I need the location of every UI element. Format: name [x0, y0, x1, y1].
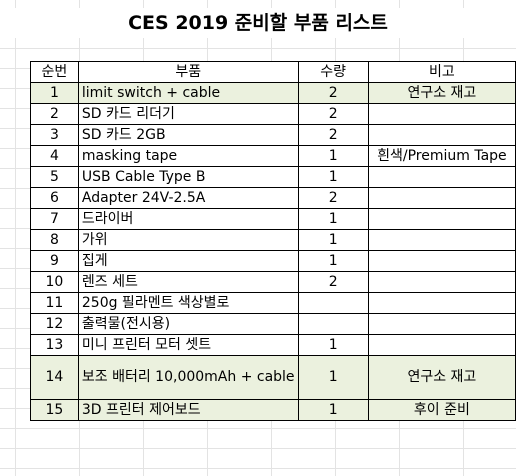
- table-row: 3 SD 카드 2GB 2: [30, 124, 516, 146]
- cell-qty[interactable]: 2: [297, 82, 369, 104]
- cell-item[interactable]: 출력물(전시용): [77, 313, 299, 335]
- table-row: 13 미니 프린터 모터 셋트 1: [30, 334, 516, 356]
- cell-item[interactable]: 250g 필라멘트 색상별로: [77, 292, 299, 314]
- cell-note[interactable]: [367, 187, 516, 209]
- cell-note[interactable]: [367, 292, 516, 314]
- table-row: 9 집게 1: [30, 250, 516, 272]
- cell-qty[interactable]: 1: [297, 334, 369, 356]
- cell-no[interactable]: 14: [30, 355, 79, 400]
- cell-item[interactable]: USB Cable Type B: [77, 166, 299, 188]
- cell-qty[interactable]: 2: [297, 271, 369, 293]
- cell-no[interactable]: 10: [30, 271, 79, 293]
- cell-item[interactable]: masking tape: [77, 145, 299, 167]
- table-row: 12 출력물(전시용): [30, 313, 516, 335]
- cell-note[interactable]: [367, 208, 516, 230]
- cell-qty[interactable]: 1: [297, 229, 369, 251]
- parts-table: 순번 부품 수량 비고 1 limit switch + cable 2 연구소…: [30, 61, 516, 421]
- header-no[interactable]: 순번: [30, 61, 79, 83]
- cell-note[interactable]: [367, 103, 516, 125]
- cell-item[interactable]: 3D 프린터 제어보드: [77, 399, 299, 421]
- cell-no[interactable]: 12: [30, 313, 79, 335]
- cell-no[interactable]: 3: [30, 124, 79, 146]
- cell-qty[interactable]: 1: [297, 399, 369, 421]
- cell-item[interactable]: limit switch + cable: [77, 82, 299, 104]
- table-row: 10 렌즈 세트 2: [30, 271, 516, 293]
- cell-qty[interactable]: [297, 313, 369, 335]
- cell-note[interactable]: [367, 271, 516, 293]
- cell-item[interactable]: SD 카드 2GB: [77, 124, 299, 146]
- cell-note[interactable]: 연구소 재고: [367, 355, 516, 400]
- cell-item[interactable]: 드라이버: [77, 208, 299, 230]
- table-row: 1 limit switch + cable 2 연구소 재고: [30, 82, 516, 104]
- table-row: 4 masking tape 1 흰색/Premium Tape: [30, 145, 516, 167]
- cell-no[interactable]: 7: [30, 208, 79, 230]
- header-qty[interactable]: 수량: [297, 61, 369, 83]
- cell-note[interactable]: [367, 166, 516, 188]
- sheet-title: CES 2019 준비할 부품 리스트: [0, 8, 516, 38]
- header-note[interactable]: 비고: [367, 61, 516, 83]
- cell-item[interactable]: SD 카드 리더기: [77, 103, 299, 125]
- cell-note[interactable]: 흰색/Premium Tape: [367, 145, 516, 167]
- cell-note[interactable]: [367, 229, 516, 251]
- cell-no[interactable]: 15: [30, 399, 79, 421]
- cell-note[interactable]: [367, 334, 516, 356]
- cell-item[interactable]: 집게: [77, 250, 299, 272]
- cell-item[interactable]: 렌즈 세트: [77, 271, 299, 293]
- cell-note[interactable]: [367, 313, 516, 335]
- cell-qty[interactable]: 1: [297, 145, 369, 167]
- header-item[interactable]: 부품: [77, 61, 299, 83]
- cell-qty[interactable]: 1: [297, 355, 369, 400]
- table-row: 7 드라이버 1: [30, 208, 516, 230]
- cell-item[interactable]: 가위: [77, 229, 299, 251]
- cell-item[interactable]: 미니 프린터 모터 셋트: [77, 334, 299, 356]
- header-row: 순번 부품 수량 비고: [30, 61, 516, 83]
- cell-qty[interactable]: 2: [297, 187, 369, 209]
- cell-qty[interactable]: 1: [297, 166, 369, 188]
- cell-no[interactable]: 11: [30, 292, 79, 314]
- cell-qty[interactable]: 1: [297, 208, 369, 230]
- cell-note[interactable]: 후이 준비: [367, 399, 516, 421]
- cell-note[interactable]: 연구소 재고: [367, 82, 516, 104]
- cell-qty[interactable]: [297, 292, 369, 314]
- cell-no[interactable]: 6: [30, 187, 79, 209]
- table-row: 15 3D 프린터 제어보드 1 후이 준비: [30, 399, 516, 421]
- cell-note[interactable]: [367, 124, 516, 146]
- cell-no[interactable]: 5: [30, 166, 79, 188]
- cell-item[interactable]: Adapter 24V-2.5A: [77, 187, 299, 209]
- table-row: 8 가위 1: [30, 229, 516, 251]
- cell-no[interactable]: 2: [30, 103, 79, 125]
- table-row: 5 USB Cable Type B 1: [30, 166, 516, 188]
- cell-qty[interactable]: 1: [297, 250, 369, 272]
- cell-no[interactable]: 13: [30, 334, 79, 356]
- cell-no[interactable]: 8: [30, 229, 79, 251]
- cell-note[interactable]: [367, 250, 516, 272]
- table-row: 14 보조 배터리 10,000mAh + cable 1 연구소 재고: [30, 355, 516, 400]
- cell-qty[interactable]: 2: [297, 103, 369, 125]
- table-row: 6 Adapter 24V-2.5A 2: [30, 187, 516, 209]
- cell-no[interactable]: 4: [30, 145, 79, 167]
- cell-no[interactable]: 9: [30, 250, 79, 272]
- cell-no[interactable]: 1: [30, 82, 79, 104]
- table-row: 11 250g 필라멘트 색상별로: [30, 292, 516, 314]
- table-row: 2 SD 카드 리더기 2: [30, 103, 516, 125]
- cell-item[interactable]: 보조 배터리 10,000mAh + cable: [77, 355, 299, 400]
- cell-qty[interactable]: 2: [297, 124, 369, 146]
